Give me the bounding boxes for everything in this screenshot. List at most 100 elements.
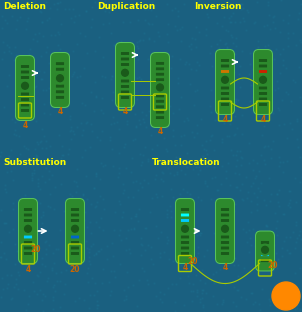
Point <box>185 257 190 262</box>
Point <box>178 260 182 265</box>
Point <box>19 227 24 232</box>
FancyBboxPatch shape <box>216 198 234 263</box>
Point <box>139 76 144 81</box>
Point <box>141 178 146 183</box>
Point <box>255 207 260 212</box>
Point <box>47 86 52 91</box>
Point <box>223 242 227 247</box>
Point <box>222 41 227 46</box>
Point <box>126 194 131 199</box>
Point <box>231 10 236 15</box>
Point <box>37 245 42 250</box>
Point <box>143 225 148 230</box>
Point <box>141 153 146 158</box>
Point <box>234 287 239 292</box>
FancyBboxPatch shape <box>71 246 79 250</box>
Point <box>223 233 227 238</box>
Point <box>265 2 270 7</box>
Point <box>50 69 55 74</box>
Point <box>24 26 29 31</box>
Circle shape <box>19 80 31 91</box>
Point <box>195 289 200 294</box>
Point <box>295 116 300 121</box>
FancyBboxPatch shape <box>71 213 79 217</box>
Point <box>89 25 94 30</box>
Point <box>0 26 5 31</box>
FancyBboxPatch shape <box>181 252 189 255</box>
Point <box>168 215 173 220</box>
Point <box>44 17 49 22</box>
Point <box>140 160 144 165</box>
Point <box>161 291 166 296</box>
Point <box>296 233 301 238</box>
Point <box>120 182 125 187</box>
Point <box>89 4 94 9</box>
Point <box>63 282 68 287</box>
Point <box>276 256 281 261</box>
Point <box>244 239 249 244</box>
Point <box>4 257 9 262</box>
Point <box>131 225 136 230</box>
Point <box>137 277 142 282</box>
Point <box>232 263 236 268</box>
Point <box>294 200 299 205</box>
Point <box>143 17 148 22</box>
Point <box>239 154 244 159</box>
FancyBboxPatch shape <box>121 74 129 77</box>
Point <box>159 177 164 182</box>
Point <box>30 101 35 106</box>
FancyBboxPatch shape <box>18 198 37 263</box>
Point <box>288 197 292 202</box>
Point <box>254 202 259 207</box>
Point <box>0 240 3 245</box>
Point <box>244 296 249 301</box>
Point <box>15 249 20 254</box>
Point <box>13 106 18 111</box>
Point <box>43 165 48 170</box>
Point <box>198 167 203 172</box>
Point <box>70 193 75 198</box>
Point <box>84 174 88 179</box>
Point <box>83 8 88 13</box>
Point <box>251 301 256 306</box>
Point <box>18 152 23 157</box>
Point <box>282 238 287 243</box>
FancyBboxPatch shape <box>21 98 29 101</box>
FancyBboxPatch shape <box>24 208 32 211</box>
Point <box>26 215 31 220</box>
Point <box>35 273 40 278</box>
FancyBboxPatch shape <box>156 78 164 81</box>
Point <box>165 240 169 245</box>
Point <box>95 289 100 294</box>
Point <box>201 147 206 152</box>
Point <box>295 144 300 149</box>
Point <box>259 117 264 122</box>
Point <box>195 255 200 260</box>
Point <box>232 131 237 136</box>
Point <box>217 46 221 51</box>
Point <box>166 256 171 261</box>
FancyBboxPatch shape <box>259 59 267 62</box>
Point <box>222 105 226 110</box>
FancyBboxPatch shape <box>156 116 164 119</box>
Point <box>124 76 129 81</box>
Point <box>247 141 252 146</box>
Point <box>200 305 205 310</box>
Point <box>255 38 260 43</box>
Point <box>132 74 137 79</box>
Point <box>27 236 31 241</box>
Point <box>223 280 227 285</box>
Point <box>226 309 231 312</box>
Point <box>23 308 28 312</box>
Point <box>160 179 165 184</box>
Point <box>112 269 117 274</box>
Point <box>240 5 245 10</box>
Point <box>139 110 144 115</box>
FancyBboxPatch shape <box>181 236 189 238</box>
Point <box>78 74 83 79</box>
Point <box>12 242 17 247</box>
Point <box>74 203 79 208</box>
Point <box>219 139 224 144</box>
Point <box>69 124 74 129</box>
Point <box>108 292 113 297</box>
